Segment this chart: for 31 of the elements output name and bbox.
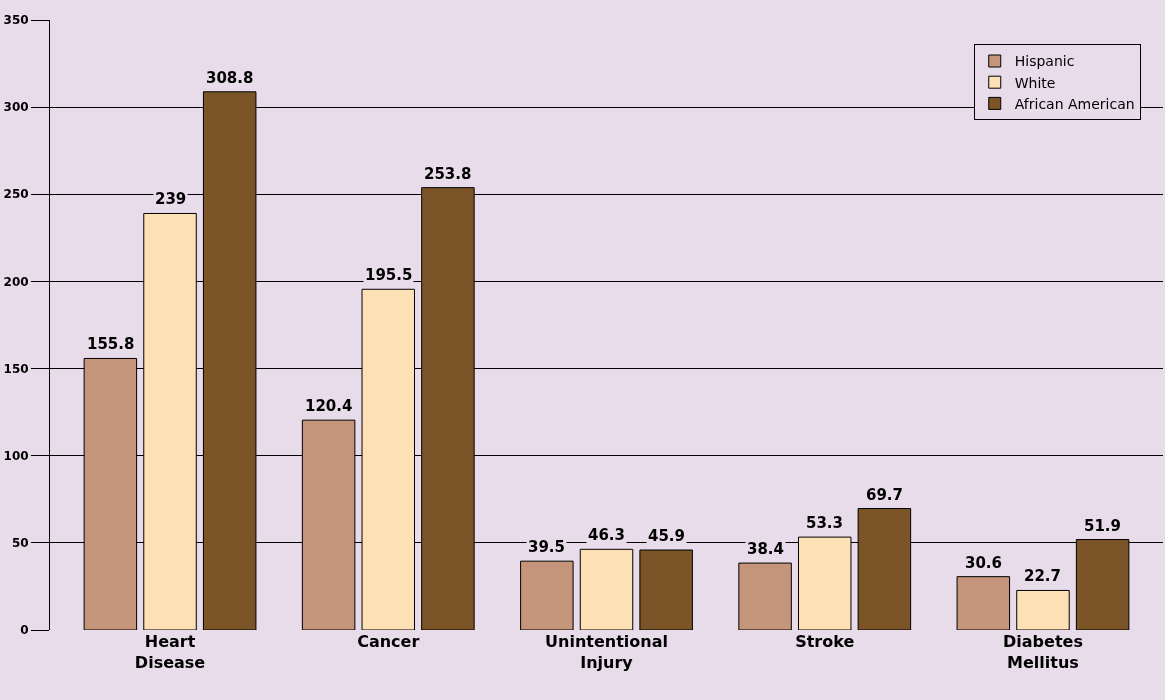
x-tick-label: Stroke	[795, 632, 855, 651]
data-label: 253.8	[424, 165, 472, 183]
data-label: 69.7	[866, 486, 904, 504]
data-label: 239	[155, 190, 187, 208]
data-label: 30.6	[965, 554, 1003, 572]
data-label: 38.4	[747, 540, 785, 558]
legend-label: White	[1014, 74, 1056, 91]
data-label: 308.8	[206, 69, 254, 87]
y-tick-label: 50	[11, 536, 29, 551]
data-label: 155.8	[87, 335, 135, 353]
data-label: 195.5	[365, 266, 413, 284]
data-label: 45.9	[648, 527, 686, 545]
data-label: 53.3	[806, 514, 844, 532]
data-label: 22.7	[1024, 567, 1062, 585]
y-tick-label: 0	[20, 623, 29, 638]
x-tick-label: Diabetes Mellitus	[1003, 632, 1083, 672]
legend-label: African American	[1014, 95, 1135, 112]
data-label: 51.9	[1084, 517, 1122, 535]
data-label: 120.4	[305, 397, 353, 415]
data-label: 46.3	[588, 526, 626, 544]
y-tick-label: 250	[3, 187, 29, 202]
y-tick-label: 300	[3, 100, 29, 115]
data-label: 39.5	[528, 538, 566, 556]
y-tick-label: 200	[3, 274, 29, 289]
x-tick-label: Unintentional Injury	[545, 632, 668, 672]
x-tick-label: Cancer	[357, 632, 420, 651]
y-tick-label: 350	[3, 13, 29, 28]
x-tick-label: Heart Disease	[134, 632, 206, 672]
y-tick-label: 150	[3, 361, 29, 376]
y-tick-label: 100	[3, 448, 29, 463]
legend-label: Hispanic	[1014, 53, 1075, 70]
